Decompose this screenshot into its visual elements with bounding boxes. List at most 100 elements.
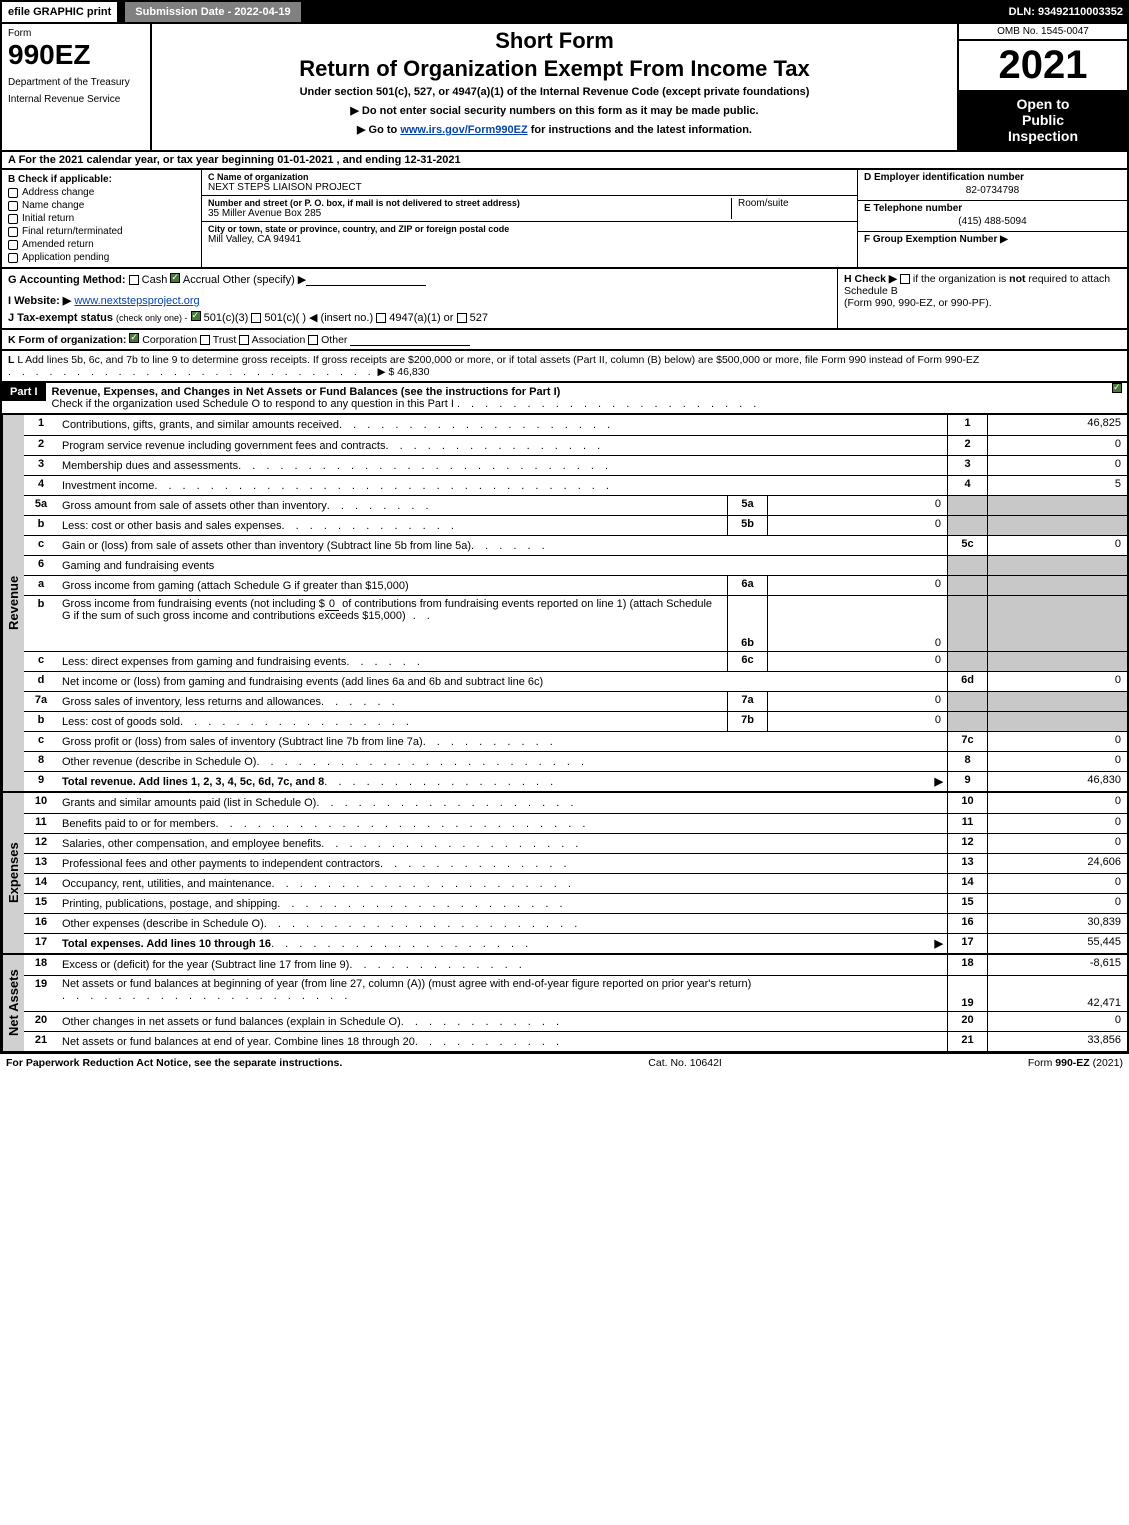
chk-amended-return[interactable]: Amended return <box>8 239 195 250</box>
chk-4947[interactable] <box>376 313 386 323</box>
row-num: 1 <box>24 415 58 435</box>
row-num: 8 <box>24 752 58 771</box>
row-desc: Gross amount from sale of assets other t… <box>58 496 727 515</box>
checkbox-icon <box>8 188 18 198</box>
line-j-label: J Tax-exempt status <box>8 312 113 324</box>
expenses-table: Expenses 10Grants and similar amounts pa… <box>0 793 1129 955</box>
open-public-badge: Open to Public Inspection <box>959 90 1127 150</box>
sub-lineno: 7b <box>727 712 767 731</box>
checkbox-icon <box>8 214 18 224</box>
row-lineno: 14 <box>947 874 987 893</box>
row-val: 0 <box>987 672 1127 691</box>
header-right: OMB No. 1545-0047 2021 Open to Public In… <box>957 24 1127 150</box>
efile-print-label[interactable]: efile GRAPHIC print <box>0 0 119 24</box>
footer: For Paperwork Reduction Act Notice, see … <box>0 1053 1129 1072</box>
return-title: Return of Organization Exempt From Incom… <box>160 56 949 82</box>
section-def: D Employer identification number 82-0734… <box>857 170 1127 267</box>
section-d: D Employer identification number 82-0734… <box>858 170 1127 201</box>
row-val: 33,856 <box>987 1032 1127 1051</box>
room-suite: Room/suite <box>731 198 851 219</box>
ssn-warning: ▶ Do not enter social security numbers o… <box>160 104 949 117</box>
website-link[interactable]: www.nextstepsproject.org <box>74 295 199 307</box>
row-num: c <box>24 732 58 751</box>
sub-lineno: 6b <box>727 596 767 651</box>
row-val: 42,471 <box>987 976 1127 1011</box>
chk-501c3-checked[interactable] <box>191 311 201 321</box>
chk-h[interactable] <box>900 274 910 284</box>
row-num: 13 <box>24 854 58 873</box>
other-label: Other (specify) ▶ <box>223 274 307 286</box>
grey-cell <box>947 596 987 651</box>
row-desc: Program service revenue including govern… <box>58 436 947 455</box>
row-val: 0 <box>987 874 1127 893</box>
opt-corp: Corporation <box>142 334 197 346</box>
section-bcdef: B Check if applicable: Address change Na… <box>0 170 1129 269</box>
chk-527[interactable] <box>457 313 467 323</box>
row-val: -8,615 <box>987 955 1127 975</box>
opt-assoc: Association <box>252 334 306 346</box>
chk-accrual-checked[interactable] <box>170 273 180 283</box>
row-lineno: 18 <box>947 955 987 975</box>
row-desc: Contributions, gifts, grants, and simila… <box>58 415 947 435</box>
sub-val: 0 <box>767 576 947 595</box>
row-val: 5 <box>987 476 1127 495</box>
chk-name-change[interactable]: Name change <box>8 200 195 211</box>
chk-corporation-checked[interactable] <box>129 333 139 343</box>
part1-header-row: Part I Revenue, Expenses, and Changes in… <box>0 383 1129 415</box>
row-val: 0 <box>987 1012 1127 1031</box>
grey-cell <box>947 576 987 595</box>
chk-final-return[interactable]: Final return/terminated <box>8 226 195 237</box>
badge-line1: Open to <box>963 96 1123 112</box>
chk-other-org[interactable] <box>308 335 318 345</box>
irs-link[interactable]: www.irs.gov/Form990EZ <box>400 124 527 136</box>
row-val: 0 <box>987 456 1127 475</box>
row-lineno: 19 <box>947 976 987 1011</box>
row-val: 0 <box>987 732 1127 751</box>
section-f: F Group Exemption Number ▶ <box>858 232 1127 247</box>
line-h-text2: if the organization is <box>913 273 1009 285</box>
chk-cash[interactable] <box>129 275 139 285</box>
sub-lineno: 7a <box>727 692 767 711</box>
chk-application-pending[interactable]: Application pending <box>8 252 195 263</box>
phone-value: (415) 488-5094 <box>864 214 1121 229</box>
grey-cell <box>987 652 1127 671</box>
opt-other: Other <box>321 334 347 346</box>
goto-post: for instructions and the latest informat… <box>528 124 752 136</box>
opt-501c3: 501(c)(3) <box>204 312 249 324</box>
chk-501c[interactable] <box>251 313 261 323</box>
section-c: C Name of organization NEXT STEPS LIAISO… <box>202 170 857 267</box>
section-b-header: B Check if applicable: <box>8 174 195 185</box>
row-num: c <box>24 536 58 555</box>
chk-association[interactable] <box>239 335 249 345</box>
row-num: 10 <box>24 793 58 813</box>
row-num: 20 <box>24 1012 58 1031</box>
grey-cell <box>947 496 987 515</box>
chk-trust[interactable] <box>200 335 210 345</box>
row-desc: Total revenue. Add lines 1, 2, 3, 4, 5c,… <box>58 772 947 791</box>
street-value: 35 Miller Avenue Box 285 <box>208 208 731 219</box>
row-lineno: 9 <box>947 772 987 791</box>
other-blank <box>306 274 426 286</box>
sub-val: 0 <box>767 516 947 535</box>
row-desc: Gaming and fundraising events <box>58 556 947 575</box>
phone-label: E Telephone number <box>864 203 1121 214</box>
row-num: 18 <box>24 955 58 975</box>
checkbox-checked-icon <box>1112 383 1122 393</box>
row-lineno: 10 <box>947 793 987 813</box>
sub-lineno: 6c <box>727 652 767 671</box>
sub-val: 0 <box>767 496 947 515</box>
row-desc: Occupancy, rent, utilities, and maintena… <box>58 874 947 893</box>
badge-line2: Public <box>963 112 1123 128</box>
row-desc: Total expenses. Add lines 10 through 16 … <box>58 934 947 953</box>
part1-label: Part I <box>2 383 46 401</box>
row-num: 12 <box>24 834 58 853</box>
opt-4947: 4947(a)(1) or <box>389 312 453 324</box>
row-lineno: 20 <box>947 1012 987 1031</box>
net-assets-body: 18Excess or (deficit) for the year (Subt… <box>24 955 1127 1051</box>
row-lineno: 11 <box>947 814 987 833</box>
sub-val: 0 <box>767 596 947 651</box>
row-desc: Less: direct expenses from gaming and fu… <box>58 652 727 671</box>
part1-schedule-o-check[interactable] <box>1107 383 1127 396</box>
chk-address-change[interactable]: Address change <box>8 187 195 198</box>
chk-initial-return[interactable]: Initial return <box>8 213 195 224</box>
